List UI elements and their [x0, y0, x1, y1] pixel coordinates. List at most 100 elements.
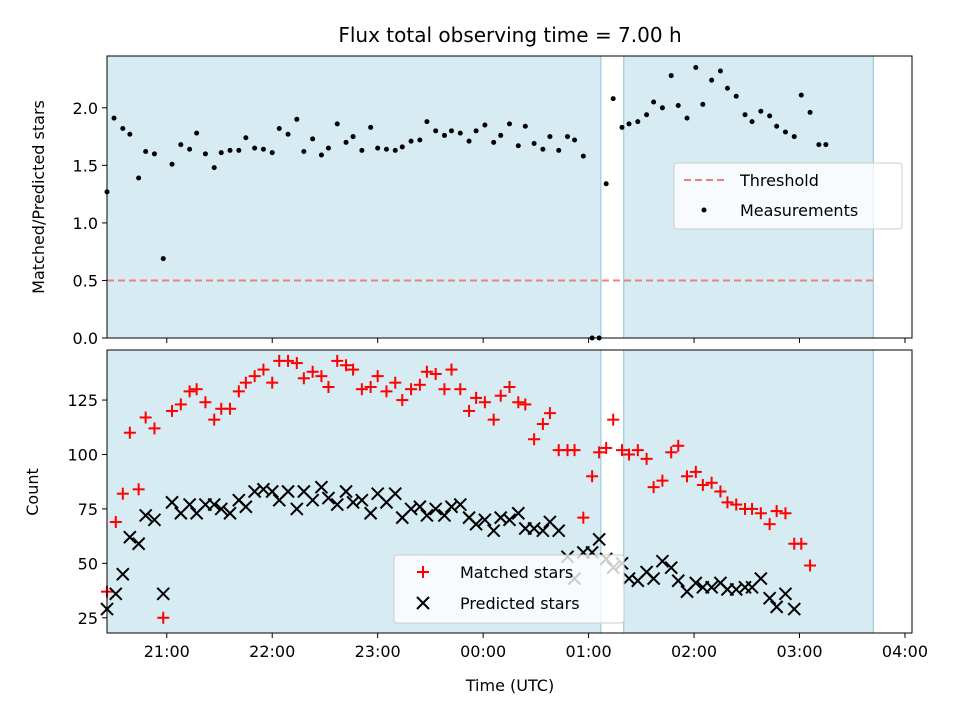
measurement-point-43 — [448, 128, 454, 134]
predicted-star-point-7 — [147, 513, 162, 527]
measurement-point-29 — [334, 121, 340, 127]
matched-star-point-68 — [647, 481, 660, 494]
predicted-star-point-83 — [769, 600, 784, 614]
matched-star-point-73 — [689, 465, 702, 478]
matched-star-point-53 — [528, 433, 541, 446]
predicted-star-point-48 — [486, 523, 501, 538]
measurement-point-83 — [774, 123, 780, 129]
x-tick-label: 03:00 — [776, 642, 822, 661]
matched-star-point-47 — [478, 396, 491, 409]
measurement-point-40 — [424, 119, 430, 125]
matched-star-point-63 — [607, 413, 620, 426]
matched-star-point-36 — [389, 376, 402, 389]
x-tick-label: 01:00 — [566, 642, 612, 661]
top-y-axis-label: Matched/Predicted stars — [29, 100, 48, 294]
y-tick-label: 75 — [78, 500, 98, 519]
measurement-point-62 — [603, 181, 609, 187]
matched-star-point-64 — [615, 444, 628, 457]
y-tick-label: 25 — [78, 609, 98, 628]
measurement-point-74 — [700, 101, 706, 107]
measurement-point-13 — [202, 151, 208, 157]
measurement-point-33 — [368, 124, 374, 130]
predicted-star-point-39 — [413, 500, 427, 514]
matched-star-point-28 — [322, 381, 335, 394]
matched-star-point-2 — [109, 515, 122, 528]
x-tick-label: 22:00 — [249, 642, 295, 661]
predicted-star-point-2 — [109, 587, 123, 601]
matched-star-point-46 — [470, 391, 483, 404]
measurement-point-48 — [491, 139, 497, 145]
predicted-star-point-69 — [655, 554, 670, 568]
measurement-point-19 — [252, 145, 258, 151]
measurement-point-86 — [798, 92, 804, 98]
matched-star-point-24 — [290, 357, 303, 370]
top-legend-box — [673, 162, 903, 230]
measurement-point-73 — [693, 65, 699, 71]
matched-star-point-83 — [770, 505, 783, 518]
matched-star-point-67 — [640, 452, 653, 465]
measurement-point-79 — [742, 112, 748, 118]
matched-star-point-21 — [266, 376, 279, 389]
matched-star-point-84 — [779, 507, 792, 520]
matched-star-point-42 — [438, 383, 451, 396]
matched-star-point-43 — [445, 363, 458, 376]
measurement-point-67 — [644, 112, 650, 118]
matched-star-point-5 — [132, 483, 145, 496]
predicted-star-point-84 — [778, 587, 793, 601]
top-plot-frame — [106, 55, 913, 339]
predicted-star-point-36 — [388, 486, 402, 501]
matched-star-point-81 — [754, 507, 767, 520]
predicted-star-point-26 — [305, 493, 320, 507]
measurement-point-57 — [565, 134, 571, 140]
matched-star-point-52 — [519, 398, 532, 411]
measurement-point-80 — [749, 119, 755, 125]
bottom-legend-box — [393, 554, 625, 624]
legend-measurements-swatch — [701, 207, 707, 213]
bottom-plot-frame — [106, 349, 913, 634]
matched-star-point-74 — [696, 478, 709, 491]
predicted-star-point-3 — [116, 567, 130, 581]
measurement-point-42 — [441, 132, 447, 138]
matched-star-point-58 — [568, 444, 581, 457]
measurement-point-87 — [807, 109, 813, 115]
measurement-point-7 — [151, 151, 157, 157]
measurement-point-34 — [375, 145, 381, 151]
legend-matched-swatch — [417, 566, 429, 578]
predicted-star-point-5 — [131, 537, 146, 551]
matched-star-point-4 — [123, 426, 136, 439]
matched-star-point-80 — [746, 502, 759, 515]
matched-star-point-20 — [257, 363, 270, 376]
measurement-point-31 — [350, 134, 356, 140]
measurement-point-37 — [399, 144, 405, 150]
matched-star-point-87 — [804, 559, 817, 572]
matched-star-point-16 — [224, 402, 237, 415]
predicted-star-point-4 — [123, 530, 137, 544]
measurement-point-8 — [160, 256, 166, 262]
predicted-star-point-73 — [689, 576, 703, 590]
matched-star-point-6 — [139, 411, 152, 424]
matched-star-point-3 — [116, 487, 129, 500]
top-legend: Threshold Measurements — [673, 162, 903, 230]
predicted-star-point-42 — [437, 508, 452, 523]
measurement-point-9 — [169, 161, 175, 167]
predicted-star-point-85 — [787, 602, 801, 616]
matched-star-point-70 — [665, 446, 678, 459]
matched-star-point-62 — [600, 441, 613, 454]
bottom-panel: 25 50 75 100 125 21:00 22:00 23:00 00:00 01:00 02… — [23, 349, 928, 695]
measurement-point-49 — [498, 132, 504, 138]
measurement-point-84 — [782, 129, 788, 135]
matched-star-point-9 — [166, 404, 179, 417]
predicted-star-point-56 — [552, 523, 566, 538]
measurement-point-71 — [675, 102, 681, 108]
matched-star-point-39 — [413, 378, 426, 391]
measurement-point-47 — [482, 122, 488, 128]
measurement-point-75 — [709, 77, 715, 83]
predicted-star-point-33 — [363, 506, 378, 520]
predicted-star-point-27 — [314, 480, 329, 494]
matched-star-point-78 — [730, 498, 743, 511]
matched-star-point-60 — [586, 470, 599, 483]
matched-star-point-77 — [721, 496, 734, 509]
measurement-point-55 — [547, 134, 553, 140]
predicted-star-point-68 — [646, 571, 661, 586]
matched-star-point-55 — [543, 407, 556, 420]
